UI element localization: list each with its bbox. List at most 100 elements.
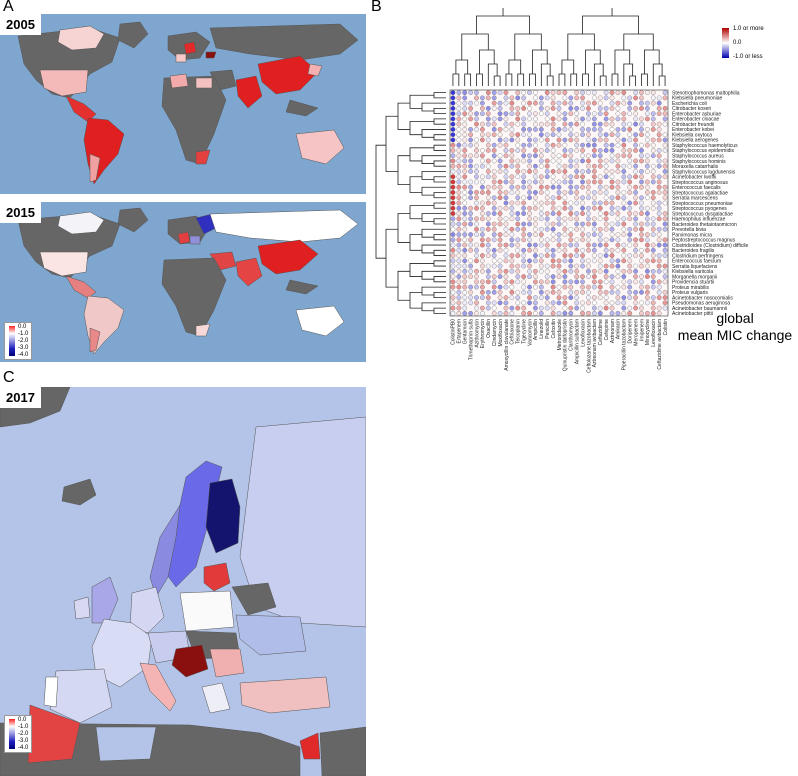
- heatmap-dot: [562, 90, 568, 95]
- heatmap-dot: [639, 106, 644, 111]
- heatmap-dot: [497, 311, 503, 316]
- heatmap-dot: [485, 274, 491, 279]
- heatmap-dot: [533, 247, 538, 253]
- heatmap-dot: [509, 158, 515, 164]
- heatmap-dot: [568, 268, 574, 274]
- heatmap-dot: [509, 153, 515, 159]
- heatmap-dot: [468, 247, 473, 253]
- heatmap-dot: [497, 221, 503, 227]
- heatmap-dot: [556, 153, 562, 159]
- heatmap-dot: [550, 289, 556, 295]
- heatmap-dot: [627, 211, 633, 216]
- heatmap-dot: [645, 106, 650, 111]
- heatmap-dot: [627, 111, 633, 117]
- heatmap-dot: [662, 237, 668, 243]
- heatmap-dot: [586, 195, 591, 201]
- heatmap-dot: [580, 95, 585, 101]
- heatmap-dot: [650, 127, 656, 132]
- heatmap-dot: [527, 247, 532, 253]
- heatmap-dot: [574, 295, 580, 300]
- heatmap-dot: [509, 190, 515, 195]
- heatmap-dot: [609, 232, 615, 237]
- heatmap-dot: [468, 179, 473, 185]
- heatmap-dot: [485, 121, 491, 127]
- heatmap-dot: [456, 221, 462, 227]
- heatmap-dot: [656, 226, 662, 232]
- heatmap-dot: [491, 100, 497, 106]
- heatmap-dot: [645, 132, 650, 138]
- heatmap-dot: [603, 279, 609, 285]
- europe-map-2017-svg: [0, 387, 366, 776]
- heatmap-dot: [544, 169, 550, 174]
- heatmap-dot: [627, 137, 633, 143]
- heatmap-dot: [550, 148, 556, 153]
- heatmap-dot: [639, 116, 644, 122]
- heatmap-dot: [568, 148, 574, 153]
- heatmap-dot: [562, 279, 568, 285]
- heatmap-dot: [521, 184, 527, 190]
- heatmap-dot: [662, 116, 668, 122]
- heatmap-dot: [474, 305, 479, 311]
- heatmap-dot: [533, 205, 538, 211]
- heatmap-dot: [538, 174, 544, 180]
- heatmap-dot: [533, 258, 538, 264]
- heatmap-dot: [562, 163, 568, 169]
- heatmap-dot: [456, 295, 462, 300]
- heatmap-dot: [521, 232, 527, 237]
- heatmap-dot: [515, 148, 521, 153]
- heatmap-dot: [521, 226, 527, 232]
- heatmap-dot: [527, 169, 532, 174]
- heatmap-dot: [633, 295, 638, 300]
- heatmap-dot: [527, 116, 532, 122]
- heatmap-dot: [656, 268, 662, 274]
- heatmap-dot: [485, 211, 491, 216]
- heatmap-dot: [456, 116, 462, 122]
- heatmap-dot: [550, 132, 556, 138]
- heatmap-dot: [662, 163, 668, 169]
- heatmap-dot: [603, 90, 609, 95]
- heatmap-dot: [491, 142, 497, 148]
- heatmap-dot: [591, 242, 597, 248]
- heatmap-dot: [621, 305, 627, 311]
- heatmap-dot: [521, 148, 527, 153]
- heatmap-dot: [503, 300, 509, 306]
- heatmap-dot: [521, 211, 527, 216]
- heatmap-dot: [627, 226, 633, 232]
- row-dendrogram-branch: [409, 176, 422, 193]
- heatmap-dot: [562, 226, 568, 232]
- heatmap-dot: [515, 289, 521, 295]
- heatmap-dot: [662, 295, 668, 300]
- heatmap-dot: [480, 106, 485, 111]
- heatmap-dot: [550, 274, 556, 279]
- column-dendrogram-branch: [623, 63, 634, 86]
- heatmap-dot: [609, 263, 615, 269]
- heatmap-dot: [462, 169, 468, 174]
- heatmap-dot: [639, 253, 644, 258]
- row-dendrogram-branch: [433, 307, 446, 314]
- heatmap-dot: [580, 195, 585, 201]
- heatmap-dot: [627, 179, 633, 185]
- heatmap-dot: [450, 279, 456, 285]
- heatmap-dot: [491, 132, 497, 138]
- heatmap-dot: [515, 163, 521, 169]
- heatmap-dot: [556, 195, 562, 201]
- heatmap-dot: [597, 95, 603, 101]
- heatmap-legend-max: 1.0 or more: [733, 26, 764, 32]
- heatmap-dot: [533, 137, 538, 143]
- heatmap-dot: [603, 111, 609, 117]
- heatmap-dot: [450, 174, 456, 180]
- column-dendrogram-branch: [514, 33, 542, 60]
- heatmap-dot: [456, 111, 462, 117]
- heatmap-dot: [468, 258, 473, 264]
- heatmap-dot: [609, 211, 615, 216]
- heatmap-dot: [609, 284, 615, 290]
- heatmap-dot: [550, 279, 556, 285]
- heatmap-dot: [556, 258, 562, 264]
- heatmap-dot: [650, 205, 656, 211]
- heatmap-dot: [503, 174, 509, 180]
- heatmap-dot: [591, 116, 597, 122]
- heatmap-dot: [521, 253, 527, 258]
- heatmap-column-label: Trimethoprim sulfa: [468, 319, 474, 360]
- heatmap-dot: [562, 190, 568, 195]
- heatmap-dot: [515, 216, 521, 222]
